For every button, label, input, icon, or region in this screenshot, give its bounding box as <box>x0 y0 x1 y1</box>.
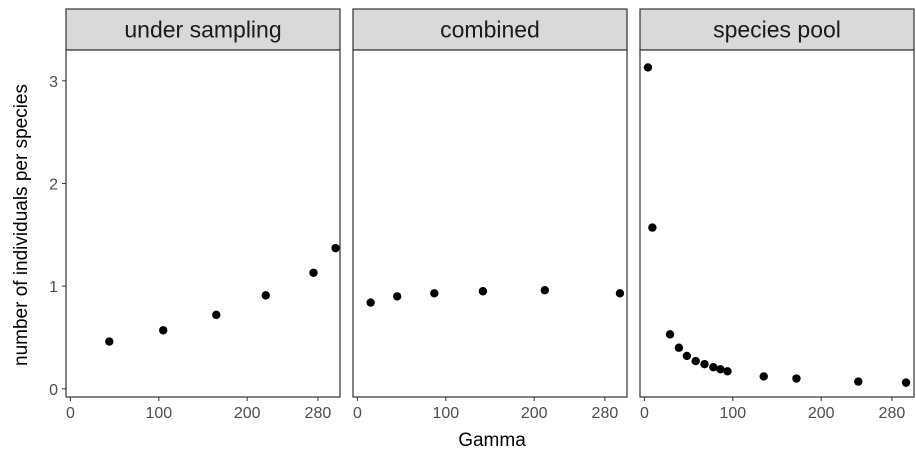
data-point <box>105 337 114 346</box>
facet-strip-label: species pool <box>713 17 841 43</box>
x-tick-label: 280 <box>305 405 332 422</box>
panel-1: under sampling 0 100 200 280 0 1 2 3 <box>49 8 341 422</box>
data-point <box>309 268 318 277</box>
facet-strip-label: combined <box>440 17 540 43</box>
x-tick-label: 280 <box>592 405 619 422</box>
y-tick-label: 3 <box>49 74 58 91</box>
data-point <box>901 378 911 387</box>
x-tick-label: 100 <box>145 405 172 422</box>
x-tick-label: 100 <box>432 405 459 422</box>
data-point <box>709 363 718 372</box>
data-point <box>430 289 439 298</box>
data-point <box>665 330 675 339</box>
data-point <box>723 367 732 376</box>
x-axis-title: Gamma <box>458 430 526 451</box>
x-tick-label: 200 <box>521 405 548 422</box>
x-tick-label: 280 <box>879 405 906 422</box>
panels-layer: under sampling 0 100 200 280 0 1 2 3 combined 0 100… <box>49 8 915 422</box>
data-point <box>159 326 168 335</box>
data-point <box>700 359 709 369</box>
x-tick-label: 0 <box>66 405 75 422</box>
data-point <box>478 287 488 296</box>
data-point <box>366 298 375 307</box>
y-tick-label: 2 <box>49 176 58 193</box>
data-point <box>261 291 270 300</box>
data-point <box>540 286 549 295</box>
panel-3: species pool 0 100 200 280 <box>639 8 915 422</box>
data-point <box>212 310 221 320</box>
data-point <box>691 356 700 366</box>
data-point <box>792 374 801 383</box>
y-tick-label: 1 <box>49 279 58 296</box>
y-axis-title: number of individuals per species <box>11 84 32 366</box>
data-point <box>674 343 684 352</box>
data-point <box>759 372 768 381</box>
panel-2: combined 0 100 200 280 <box>352 8 628 422</box>
x-tick-label: 100 <box>719 405 746 422</box>
panel-border <box>352 49 628 398</box>
y-tick-label: 0 <box>49 382 58 399</box>
facet-strip <box>639 8 915 51</box>
x-tick-label: 200 <box>234 405 261 422</box>
facet-strip <box>65 8 341 51</box>
data-point <box>643 63 653 72</box>
x-tick-label: 200 <box>808 405 835 422</box>
data-point <box>648 223 657 232</box>
data-point <box>716 365 725 374</box>
data-point <box>392 292 402 301</box>
x-tick-label: 0 <box>353 405 362 422</box>
data-point <box>854 377 863 386</box>
data-point <box>682 351 692 361</box>
panel-border <box>639 49 915 398</box>
facet-strip <box>352 8 628 51</box>
data-point <box>615 289 625 298</box>
facet-strip-label: under sampling <box>124 17 281 43</box>
x-tick-label: 0 <box>640 405 649 422</box>
data-point <box>331 243 340 253</box>
